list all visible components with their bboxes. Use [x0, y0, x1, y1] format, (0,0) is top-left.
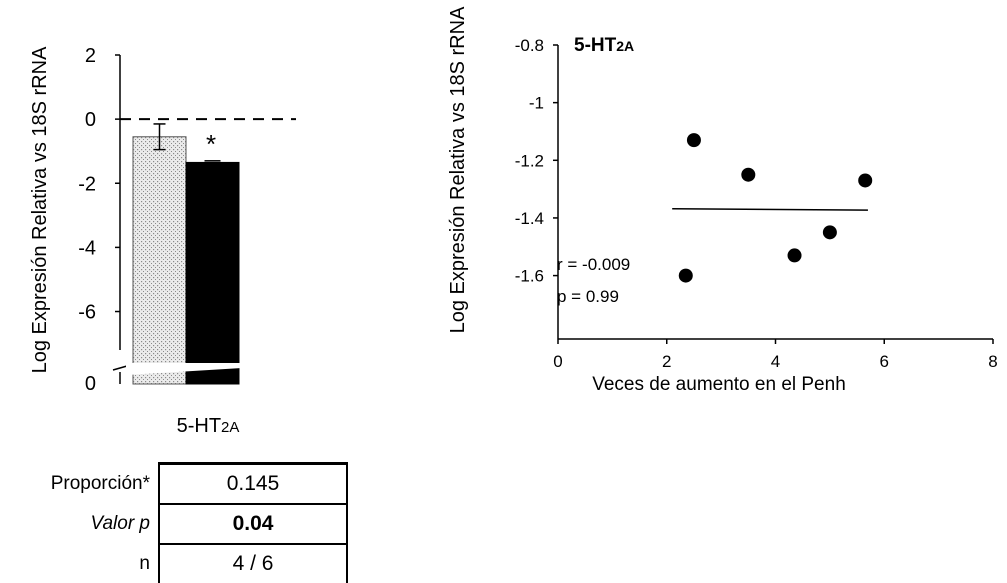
table-row: Proporción* 0.145 — [0, 462, 348, 505]
scatter-x-tick-labels: 0 2 4 6 8 — [553, 352, 997, 371]
scatter-y-tick-label: -1.4 — [515, 209, 544, 228]
scatter-x-tick-label: 8 — [988, 352, 997, 371]
bar-marks — [120, 118, 296, 385]
scatter-chart: Log Expresión Relativa vs 18S rRNA 5-HT2… — [447, 6, 998, 395]
bar-y-tick-labels: 2 0 -2 -4 -6 — [78, 45, 96, 324]
scatter-x-tick-label: 0 — [553, 352, 562, 371]
stats-table: Proporción* 0.145 Valor p 0.04 n 4 / 6 — [0, 462, 348, 583]
correlation-p: p = 0.99 — [557, 287, 619, 306]
scatter-points — [672, 133, 873, 283]
bar-zero-tick-label: 0 — [85, 373, 96, 395]
bar-x-label-sub: 2A — [221, 419, 239, 436]
bar-y-tick-label: -4 — [78, 237, 96, 259]
scatter-y-tick-label: -1.2 — [515, 151, 544, 170]
bar-treated — [185, 161, 240, 385]
table-row: Valor p 0.04 — [0, 504, 348, 545]
row-label-n: n — [139, 552, 150, 574]
scatter-title: 5-HT2A — [574, 35, 634, 56]
scatter-point — [822, 225, 837, 240]
scatter-point — [678, 268, 693, 283]
bar-y-tick-label: -6 — [78, 302, 96, 324]
scatter-x-tick-label: 6 — [880, 352, 889, 371]
row-value-proportion: 0.145 — [158, 462, 348, 505]
table-row: n 4 / 6 — [0, 544, 348, 583]
axis-break-mark — [112, 365, 128, 371]
scatter-axes — [553, 44, 994, 344]
scatter-point — [741, 167, 756, 182]
stats-table-container: Proporción* 0.145 Valor p 0.04 n 4 / 6 — [0, 462, 360, 583]
bar-y-axis — [112, 54, 128, 384]
scatter-y-tick-label: -1.6 — [515, 267, 544, 286]
bar-y-axis-label: Log Expresión Relativa vs 18S rRNA — [29, 46, 51, 373]
scatter-x-tick-label: 4 — [771, 352, 780, 371]
bar-y-tick-label: 2 — [85, 45, 96, 67]
row-label-proportion: Proporción* — [50, 472, 150, 494]
scatter-point — [858, 173, 873, 188]
scatter-point — [686, 133, 701, 148]
significance-asterisk: * — [206, 129, 216, 159]
row-label-p-value: Valor p — [90, 513, 151, 534]
bar-x-label-main: 5-HT — [177, 415, 221, 437]
scatter-y-tick-label: -0.8 — [515, 36, 544, 55]
scatter-y-tick-labels: -0.8 -1 -1.2 -1.4 -1.6 — [515, 36, 544, 286]
row-value-p-value: 0.04 — [158, 504, 348, 545]
scatter-point — [787, 248, 802, 263]
bar-control — [132, 136, 187, 385]
row-value-n: 4 / 6 — [158, 544, 348, 583]
scatter-y-tick-label: -1 — [529, 94, 544, 113]
scatter-title-main: 5-HT — [574, 35, 617, 56]
bar-y-tick-label: 0 — [85, 109, 96, 131]
trend-line — [672, 207, 868, 211]
correlation-r: r = -0.009 — [557, 255, 630, 274]
bar-y-tick-label: -2 — [78, 173, 96, 195]
bar-x-axis-label: 5-HT2A — [177, 415, 240, 437]
scatter-x-axis-label: Veces de aumento en el Penh — [592, 374, 846, 395]
scatter-title-sub: 2A — [616, 38, 634, 54]
bar-chart: Log Expresión Relativa vs 18S rRNA 2 0 -2 -… — [29, 45, 296, 437]
bar-break-gap — [126, 363, 242, 375]
scatter-y-axis-label: Log Expresión Relativa vs 18S rRNA — [447, 6, 469, 333]
scatter-x-tick-label: 2 — [662, 352, 671, 371]
